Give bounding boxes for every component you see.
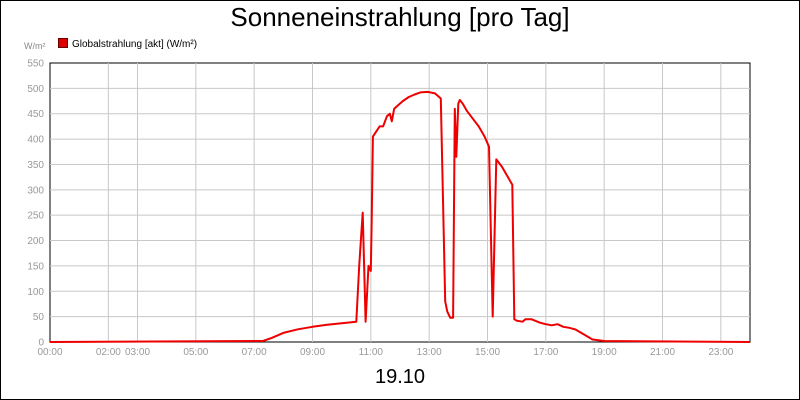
legend: Globalstrahlung [akt] (W/m²) <box>58 38 197 50</box>
x-tick-label: 13:00 <box>417 347 442 358</box>
y-tick-label: 200 <box>27 236 44 247</box>
plot-area <box>49 62 751 343</box>
x-tick-label: 05:00 <box>183 347 208 358</box>
y-tick-label: 450 <box>27 109 44 120</box>
y-tick-labels: 0 50 100 150 200 250 300 350 400 450 500 550 <box>27 59 44 349</box>
y-tick-label: 150 <box>27 261 44 272</box>
x-tick-label: 09:00 <box>300 347 325 358</box>
x-tick-labels: 00:00 02:00 03:00 05:00 07:00 09:00 11:00 13:00… <box>37 347 733 358</box>
grid <box>50 63 750 342</box>
x-tick-label: 21:00 <box>650 347 675 358</box>
y-axis-unit: W/m² <box>24 41 46 51</box>
y-tick-label: 300 <box>27 185 44 196</box>
y-tick-label: 550 <box>27 59 44 70</box>
y-tick-label: 250 <box>27 211 44 222</box>
x-tick-label: 00:00 <box>37 347 62 358</box>
chart-title: Sonneneinstrahlung [pro Tag] <box>230 2 570 32</box>
legend-label: Globalstrahlung [akt] (W/m²) <box>72 39 198 50</box>
x-tick-label: 19:00 <box>592 347 617 358</box>
x-tick-label: 03:00 <box>125 347 150 358</box>
y-tick-label: 50 <box>33 312 45 323</box>
x-tick-label: 07:00 <box>242 347 267 358</box>
y-tick-label: 350 <box>27 160 44 171</box>
y-tick-label: 400 <box>27 135 44 146</box>
x-axis-label: 19.10 <box>374 366 426 388</box>
y-tick-label: 500 <box>27 84 44 95</box>
y-tick-label: 0 <box>38 338 44 349</box>
x-tick-label: 02:00 <box>96 347 121 358</box>
x-tick-label: 15:00 <box>475 347 500 358</box>
series-line <box>49 90 751 343</box>
x-tick-label: 23:00 <box>708 347 733 358</box>
y-tick-label: 100 <box>27 287 44 298</box>
series-group <box>49 90 751 343</box>
legend-swatch-icon <box>58 38 68 48</box>
x-tick-label: 17:00 <box>533 347 558 358</box>
x-tick-label: 11:00 <box>359 347 384 358</box>
